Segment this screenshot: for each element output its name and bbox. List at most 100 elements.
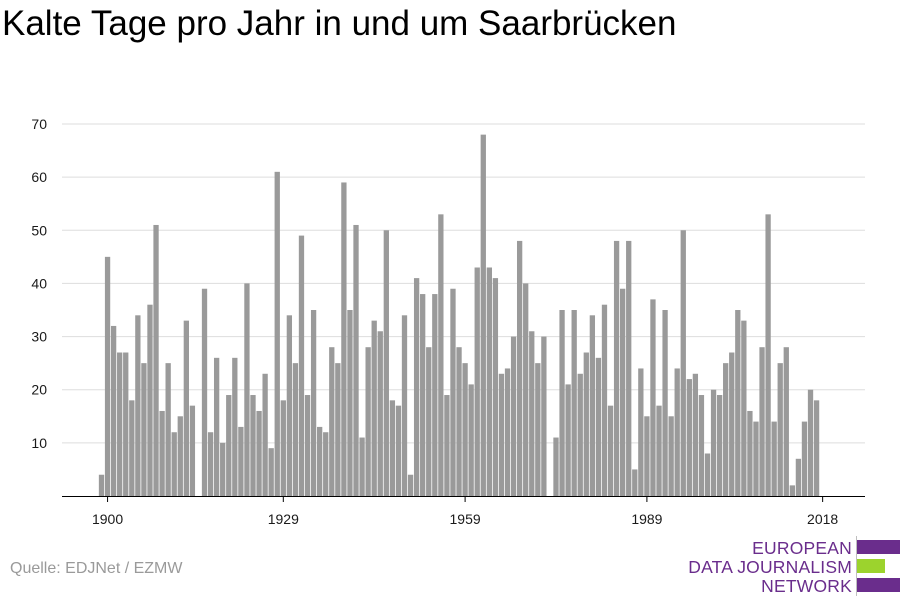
- bar-2009: [765, 214, 771, 496]
- x-tick-label: 1959: [450, 511, 481, 527]
- y-tick-label: 40: [31, 275, 47, 291]
- bar-2005: [741, 320, 747, 496]
- bar-1985: [620, 288, 626, 496]
- bar-1916: [201, 288, 208, 496]
- bar-2000: [710, 389, 717, 496]
- gridlines: 10 20 30 40 50 60 70: [31, 116, 865, 451]
- logo-bar-bottom: [857, 578, 900, 592]
- x-tick-label: 2018: [807, 511, 838, 527]
- bar-1954: [432, 294, 438, 496]
- bar-1983: [607, 405, 614, 496]
- bar-1906: [141, 363, 147, 496]
- chart-title: Kalte Tage pro Jahr in und um Saarbrücke…: [2, 4, 677, 43]
- bar-1922: [238, 426, 244, 496]
- bar-1900: [104, 256, 111, 496]
- bar-1933: [304, 395, 311, 496]
- bar-1942: [359, 437, 365, 496]
- y-tick-label: 60: [31, 169, 47, 185]
- x-tick-label: 1929: [268, 511, 299, 527]
- y-tick-label: 50: [31, 222, 47, 238]
- bar-2012: [783, 347, 789, 496]
- bar-1961: [474, 267, 480, 496]
- bar-1927: [268, 448, 274, 496]
- y-tick-label: 70: [31, 116, 47, 132]
- bar-1998: [698, 395, 705, 496]
- bar-1948: [395, 405, 402, 496]
- bar-1951: [413, 278, 420, 496]
- bar-2001: [716, 395, 723, 496]
- logo-separator: [856, 536, 857, 596]
- bar-1905: [135, 315, 141, 496]
- bar-1988: [638, 368, 644, 496]
- bar-1964: [492, 278, 499, 496]
- bar-1926: [262, 373, 268, 496]
- bar-1925: [256, 410, 262, 496]
- y-tick-label: 10: [31, 435, 47, 451]
- bar-1928: [274, 171, 280, 496]
- bar-1913: [183, 320, 189, 496]
- bar-2011: [777, 363, 783, 496]
- bar-1975: [559, 310, 565, 496]
- bar-2016: [807, 389, 814, 496]
- bar-1908: [153, 224, 159, 496]
- x-axis: 1900 1929 1959 1989 2018: [62, 496, 865, 527]
- bar-1949: [401, 315, 408, 496]
- bar-1953: [426, 347, 432, 496]
- logo-bar-middle: [857, 559, 885, 573]
- bar-2002: [723, 363, 729, 496]
- bar-1978: [577, 373, 583, 496]
- bar-1971: [535, 363, 541, 496]
- logo-text-line-2: DATA JOURNALISM: [688, 557, 852, 577]
- bar-1918: [213, 357, 220, 496]
- bar-1966: [504, 368, 511, 496]
- x-tick-label: 1900: [92, 511, 123, 527]
- bar-1957: [450, 288, 456, 496]
- bar-1970: [529, 331, 535, 496]
- y-tick-label: 30: [31, 329, 47, 345]
- bar-1982: [601, 304, 608, 496]
- bar-2010: [771, 421, 777, 496]
- bar-1969: [523, 283, 529, 496]
- bar-1974: [553, 437, 559, 496]
- bar-1904: [129, 400, 135, 496]
- bar-1903: [123, 352, 129, 496]
- bar-2004: [735, 310, 741, 496]
- logo-text-line-3: NETWORK: [761, 576, 852, 596]
- bar-1909: [159, 410, 165, 496]
- bar-1940: [347, 310, 353, 496]
- bar-2008: [759, 347, 765, 496]
- bar-2006: [747, 410, 753, 496]
- bar-1935: [317, 426, 323, 496]
- bar-1972: [541, 336, 547, 496]
- bar-1959: [462, 363, 468, 496]
- bar-2017: [813, 400, 820, 496]
- bar-1901: [110, 325, 117, 496]
- bar-1941: [353, 224, 359, 496]
- bar-1990: [650, 299, 656, 496]
- bar-1987: [632, 469, 638, 496]
- bar-1899: [98, 474, 105, 496]
- bar-1938: [335, 363, 341, 496]
- bar-1939: [341, 182, 347, 496]
- bar-1944: [371, 320, 377, 496]
- bar-1937: [329, 347, 335, 496]
- bar-2014: [795, 458, 802, 496]
- bar-1968: [516, 240, 523, 496]
- bar-1992: [662, 310, 668, 496]
- bar-1936: [323, 432, 329, 496]
- bar-1960: [468, 384, 474, 496]
- bar-1947: [389, 400, 396, 496]
- bar-2013: [789, 485, 795, 496]
- bar-1907: [147, 304, 153, 496]
- bar-1945: [377, 331, 383, 496]
- bar-1917: [207, 432, 214, 496]
- edjnet-logo: EUROPEAN DATA JOURNALISM NETWORK: [688, 536, 900, 596]
- bar-1962: [480, 134, 486, 496]
- bar-1950: [407, 474, 414, 496]
- bar-1910: [165, 363, 171, 496]
- bar-1963: [486, 267, 492, 496]
- bar-1967: [510, 336, 517, 496]
- bar-1955: [438, 214, 444, 496]
- bar-1919: [220, 442, 226, 496]
- bar-2007: [753, 421, 759, 496]
